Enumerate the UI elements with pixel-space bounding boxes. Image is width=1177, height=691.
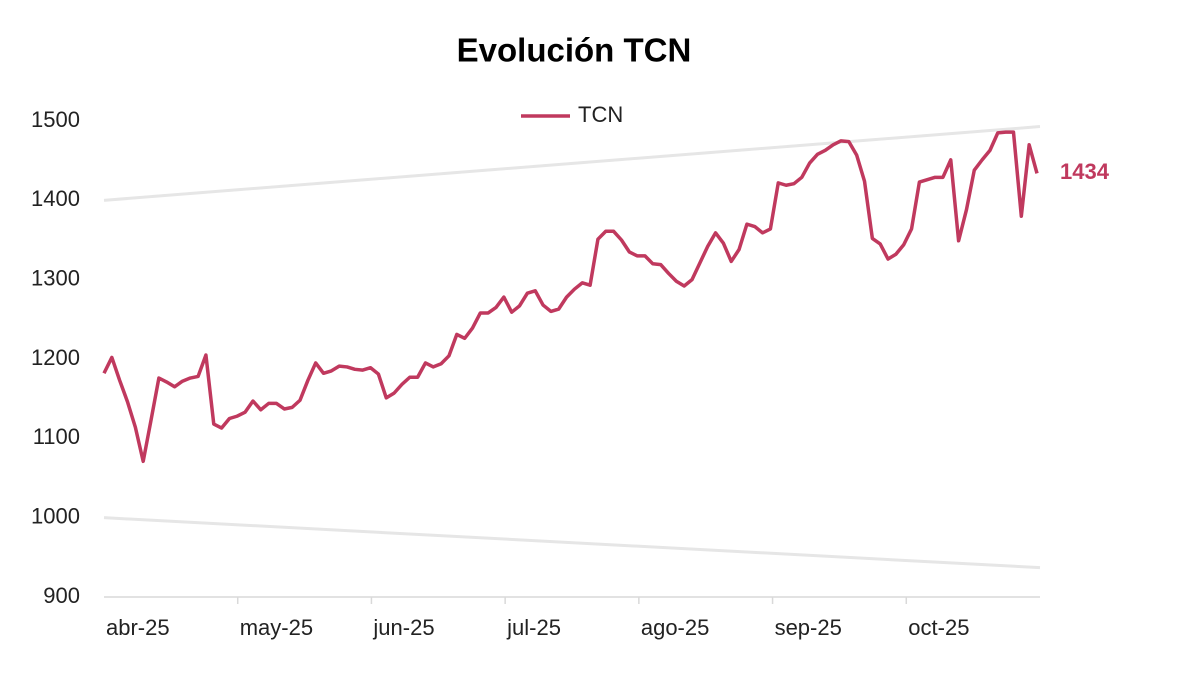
y-tick-label: 1400	[31, 186, 80, 211]
y-tick-label: 900	[43, 583, 80, 608]
band-line	[103, 125, 1041, 202]
x-tick-label: abr-25	[106, 615, 170, 640]
y-tick-label: 1300	[31, 265, 80, 290]
x-tick-label: ago-25	[641, 615, 710, 640]
end-value-label: 1434	[1060, 159, 1110, 184]
y-tick-label: 1500	[31, 107, 80, 132]
y-tick-label: 1100	[33, 424, 80, 449]
x-tick-label: sep-25	[775, 615, 842, 640]
chart-title: Evolución TCN	[457, 32, 692, 69]
x-tick-label: oct-25	[908, 615, 969, 640]
x-tick-label: jun-25	[372, 615, 434, 640]
band-line	[103, 516, 1041, 570]
x-tick-label: may-25	[240, 615, 313, 640]
y-tick-label: 1000	[31, 503, 80, 528]
x-tick-label: jul-25	[506, 615, 561, 640]
series-line	[102, 130, 1039, 464]
y-tick-label: 1200	[31, 345, 80, 370]
legend-label: TCN	[578, 102, 623, 127]
